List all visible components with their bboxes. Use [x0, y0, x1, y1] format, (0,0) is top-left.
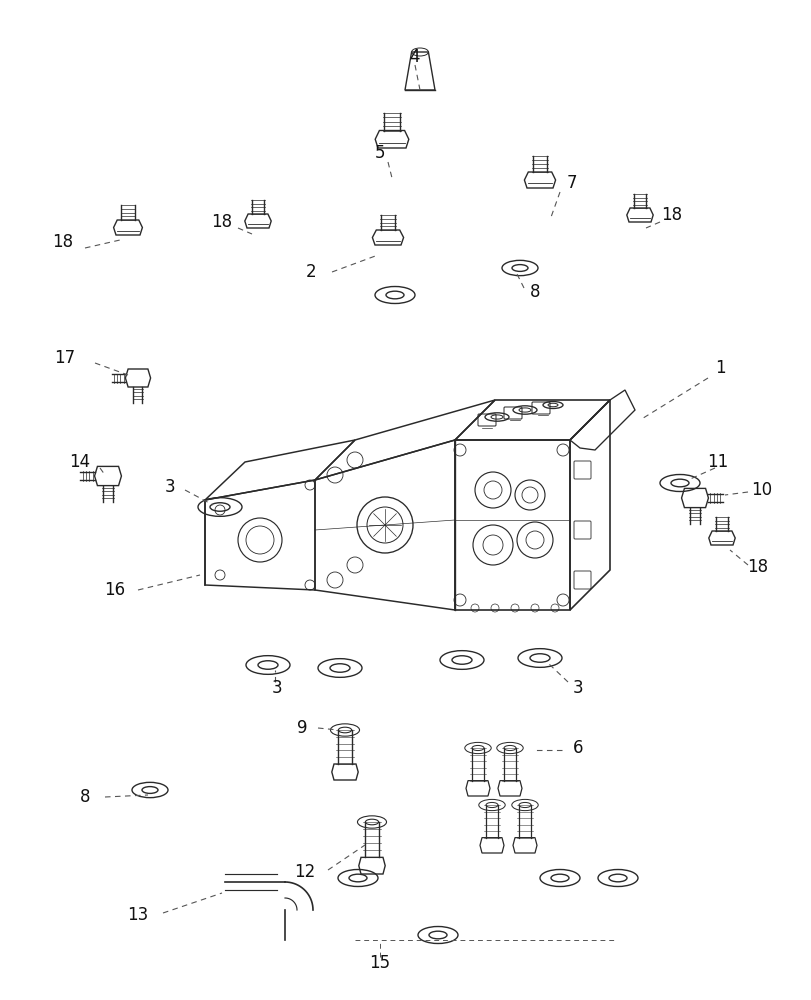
- Text: 15: 15: [369, 954, 390, 972]
- Text: 18: 18: [53, 233, 74, 251]
- Text: 3: 3: [572, 679, 582, 697]
- Text: 14: 14: [70, 453, 91, 471]
- Text: 2: 2: [305, 263, 316, 281]
- Text: 4: 4: [410, 48, 420, 66]
- Text: 11: 11: [706, 453, 727, 471]
- Text: 9: 9: [296, 719, 307, 737]
- Text: 3: 3: [165, 478, 175, 496]
- Text: 10: 10: [750, 481, 771, 499]
- Text: 7: 7: [566, 174, 577, 192]
- Text: 1: 1: [714, 359, 724, 377]
- Text: 5: 5: [375, 144, 384, 162]
- Text: 13: 13: [127, 906, 148, 924]
- Text: 6: 6: [572, 739, 582, 757]
- Text: 17: 17: [54, 349, 75, 367]
- Text: 16: 16: [105, 581, 126, 599]
- Text: 18: 18: [211, 213, 232, 231]
- Text: 18: 18: [661, 206, 682, 224]
- Text: 18: 18: [746, 558, 768, 576]
- Text: 12: 12: [294, 863, 315, 881]
- Text: 8: 8: [79, 788, 90, 806]
- Text: 8: 8: [529, 283, 539, 301]
- Text: 3: 3: [272, 679, 282, 697]
